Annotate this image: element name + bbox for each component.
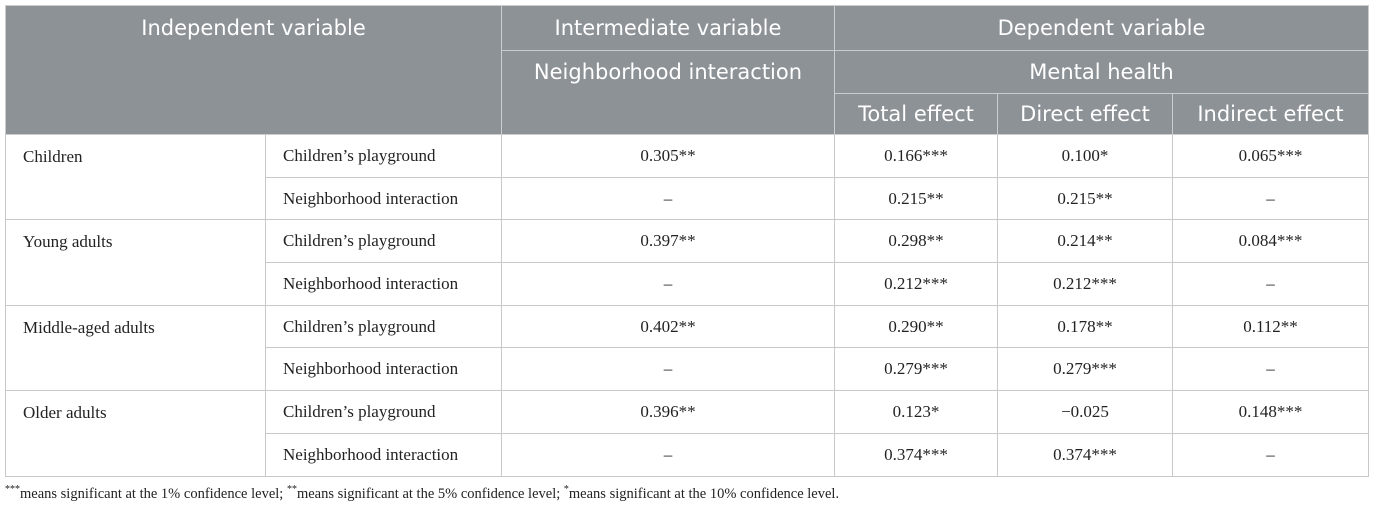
variable-cell: Neighborhood interaction — [265, 176, 502, 221]
value-cell: 0.123* — [834, 390, 998, 434]
footnote-mark: * — [563, 484, 569, 495]
value-cell: 0.084*** — [1171, 219, 1370, 264]
value-cell: – — [1171, 176, 1370, 221]
header-cell: Direct effect — [997, 93, 1173, 135]
value-cell: 0.397** — [501, 219, 835, 264]
value-cell: – — [1171, 262, 1370, 306]
footnote-mark: *** — [5, 484, 20, 495]
value-cell: 0.215** — [834, 176, 998, 221]
header-cell: Indirect effect — [1171, 93, 1370, 135]
table-row: Children Children’s playground 0.305** 0.16… — [5, 133, 1370, 221]
footnote-mark: ** — [286, 484, 297, 495]
value-cell: 0.212*** — [834, 262, 998, 306]
variable-cell: Children’s playground — [265, 219, 502, 264]
value-cell: – — [501, 176, 835, 221]
variable-cell: Children’s playground — [265, 134, 502, 178]
header-cell: Neighborhood interaction — [501, 50, 835, 135]
value-cell: 0.396** — [501, 390, 835, 434]
results-table: Independent variable Intermediate variab… — [5, 5, 1370, 477]
value-cell: 0.402** — [501, 304, 835, 349]
value-cell: 0.305** — [501, 134, 835, 178]
value-cell: 0.279*** — [997, 347, 1173, 392]
variable-cell: Neighborhood interaction — [265, 432, 502, 477]
group-label: Older adults — [5, 390, 266, 477]
value-cell: 0.214** — [997, 219, 1173, 264]
value-cell: 0.298** — [834, 219, 998, 264]
header-cell: Dependent variable — [833, 5, 1370, 51]
value-cell: 0.112** — [1171, 304, 1370, 349]
table-row: Middle-aged adults Children’s playground 0… — [5, 304, 1370, 392]
header-cell: Total effect — [834, 93, 998, 135]
value-cell: – — [1171, 347, 1370, 392]
group-label: Young adults — [5, 219, 266, 306]
table-row: Young adults Children’s playground 0.397**… — [5, 219, 1370, 306]
table-row: Neighborhood interaction –0.279*** 0.279**… — [6, 347, 1370, 392]
variable-cell: Neighborhood interaction — [265, 262, 502, 306]
value-cell: – — [1171, 432, 1370, 477]
table-row: Older adults Children’s playground 0.396**… — [5, 390, 1370, 477]
footnote-text: means significant at the 5% confidence l… — [296, 485, 564, 502]
header-cell: Independent variable — [5, 5, 502, 135]
table-row: Neighborhood interaction –0.374*** 0.374**… — [6, 432, 1370, 477]
header-cell: Intermediate variable — [501, 5, 835, 51]
value-cell: 0.212*** — [997, 262, 1173, 306]
variable-cell: Neighborhood interaction — [265, 347, 502, 392]
group-label: Middle-aged adults — [5, 304, 266, 392]
group-label: Children — [5, 133, 266, 221]
footnote: ***means significant at the 1% confidenc… — [5, 484, 839, 503]
value-cell: 0.100* — [997, 134, 1173, 178]
value-cell: 0.374*** — [997, 432, 1173, 477]
value-cell: 0.290** — [834, 304, 998, 349]
value-cell: – — [501, 432, 835, 477]
table-row: Neighborhood interaction –0.215** 0.215** – — [6, 176, 1370, 221]
header-cell: Mental health — [833, 50, 1370, 94]
value-cell: −0.025 — [997, 390, 1173, 434]
value-cell: 0.178** — [997, 304, 1173, 349]
value-cell: 0.279*** — [834, 347, 998, 392]
value-cell: 0.374*** — [834, 432, 998, 477]
value-cell: – — [501, 262, 835, 306]
footnote-text: means significant at the 1% confidence l… — [20, 485, 287, 502]
value-cell: 0.065*** — [1171, 134, 1370, 178]
footnote-text: means significant at the 10% confidence … — [568, 485, 840, 502]
value-cell: 0.215** — [997, 176, 1173, 221]
value-cell: 0.166*** — [834, 134, 998, 178]
variable-cell: Children’s playground — [265, 304, 502, 349]
value-cell: – — [501, 347, 835, 392]
variable-cell: Children’s playground — [265, 390, 502, 434]
value-cell: 0.148*** — [1171, 390, 1370, 434]
